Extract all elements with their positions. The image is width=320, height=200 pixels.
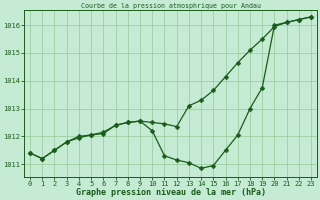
X-axis label: Graphe pression niveau de la mer (hPa): Graphe pression niveau de la mer (hPa) [76,188,266,197]
Title: Courbe de la pression atmosphrique pour Andau: Courbe de la pression atmosphrique pour … [81,3,260,9]
